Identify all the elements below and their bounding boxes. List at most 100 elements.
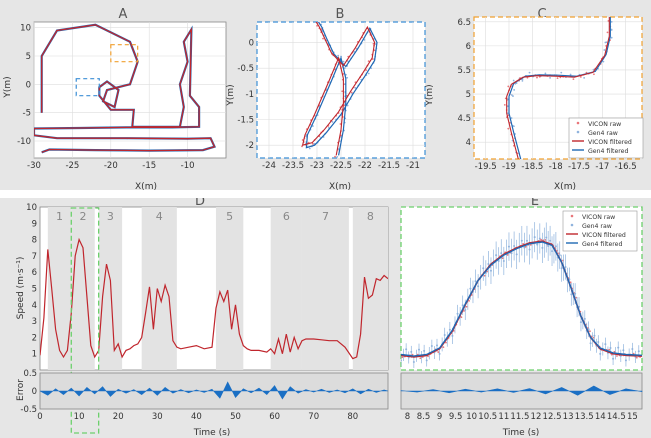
panel-e-gen4-raw-point	[541, 246, 544, 249]
panel-b-gen4-raw-point	[363, 38, 366, 41]
panel-e-gen4-raw-point	[631, 347, 634, 350]
panel-d-segment-label: 6	[283, 210, 290, 223]
panel-b-xlabel: X(m)	[329, 182, 351, 192]
panel-e-gen4-raw-point	[617, 346, 620, 349]
panel-c-gen4-raw-point	[512, 79, 515, 82]
panel-b-x-tick-label: -24	[262, 161, 276, 171]
panel-e-gen4-raw-point	[401, 359, 402, 362]
panel-e-gen4-raw-point	[622, 349, 625, 352]
panel-b-vicon-raw-point	[311, 142, 314, 145]
panel-e-x-tick-label: 13	[563, 412, 574, 422]
panel-e-vicon-raw-point	[635, 356, 638, 359]
panel-d-segment-7	[301, 207, 349, 370]
panel-a-vicon-trace	[34, 24, 216, 153]
panel-b: B X(m) Y(m) -24 -23.5 -23 -22.5 -22 -21.5 -21 -…	[226, 7, 426, 192]
panel-e-gen4-raw-point	[448, 328, 451, 331]
panel-d-zoom-box-e	[70, 207, 100, 434]
panel-c-vicon-raw-point	[556, 77, 559, 80]
panel-a-y-tick-label: 10	[20, 24, 31, 34]
panel-b-x-tick-label: -23.5	[282, 161, 304, 171]
panel-e-gen4-raw-point	[507, 245, 510, 248]
panel-e-x-tick-label: 13.5	[575, 412, 594, 422]
panel-b-gen4-raw-point	[308, 147, 311, 150]
panel-e-gen4-raw-point	[574, 292, 577, 295]
panel-b-vicon-raw-point	[322, 37, 324, 40]
panel-d-x-tick-label: 30	[152, 412, 163, 422]
panel-c-legend-label: Gen4 filtered	[588, 148, 628, 155]
panel-c-gen4-raw-point	[515, 82, 518, 84]
panel-e-gen4-raw-point	[502, 259, 505, 262]
panel-a: A X(m) Y(m) -30 -25 -20 -15 -10 -10 -5 0 5 10	[3, 7, 227, 192]
panel-e-vicon-raw-point	[460, 316, 463, 319]
panel-c-gen4-raw-point	[569, 73, 572, 76]
panel-d-y-tick-label: 8	[32, 236, 37, 246]
panel-e-gen4-raw-point	[515, 253, 518, 256]
panel-c-vicon-raw-point	[579, 76, 582, 78]
panel-d-y-tick-label: 6	[32, 268, 37, 278]
panel-e-title: E	[531, 194, 539, 209]
panel-e-gen4-raw-point	[500, 252, 503, 255]
panel-c-xlabel: X(m)	[554, 182, 576, 192]
panel-e-vicon-raw-point	[442, 346, 445, 349]
panel-c-ylabel: Y(m)	[425, 84, 435, 106]
panel-d-segment-5	[215, 207, 244, 370]
panel-e-vicon-raw-point	[401, 356, 404, 359]
panel-e-legend-label: VICON filtered	[582, 232, 626, 239]
panel-e-vicon-raw-point	[589, 330, 591, 333]
panel-b-gen4-raw-point	[339, 136, 342, 138]
panel-d-segment-4	[141, 207, 177, 370]
panel-c-gen4-raw-point	[521, 80, 524, 82]
panel-e-x-tick-label: 11	[498, 412, 509, 422]
panel-c-traces	[503, 17, 613, 159]
panel-e-gen4-raw-point	[438, 352, 441, 355]
panel-c-vicon-raw-point	[536, 76, 538, 79]
panel-b-x-tick-label: -22.5	[330, 161, 352, 171]
panel-a-traces	[34, 23, 217, 154]
panel-c-vicon-filtered-line	[506, 17, 610, 159]
panel-b-traces	[301, 22, 378, 158]
panel-c-gen4-filtered-line	[508, 17, 611, 159]
panel-d-y-tick-label: 3	[32, 317, 37, 327]
panel-d-y-tick-label: 5	[32, 285, 37, 295]
panel-a-ylabel: Y(m)	[3, 76, 13, 98]
panel-b-y-tick-label: 0	[249, 39, 254, 49]
panel-e-x-tick-label: 11.5	[510, 412, 529, 422]
panel-e-gen4-raw-point	[456, 312, 459, 315]
panel-e-traces	[401, 222, 642, 369]
panel-e-gen4-raw-point	[547, 244, 550, 247]
panel-b-gen4-raw-point	[343, 67, 346, 70]
panel-c-y-tick-label: 6	[466, 42, 471, 52]
panel-c-gen4-raw-point	[549, 76, 551, 79]
panel-b-y-tick-label: -1	[246, 90, 254, 100]
panel-d-y-tick-label: 9	[32, 219, 37, 229]
panel-e-gen4-raw-point	[405, 348, 408, 351]
panel-b-gen4-raw-point	[346, 76, 349, 79]
panel-b-vicon-raw-point	[334, 155, 336, 158]
panel-e-gen4-raw-point	[443, 333, 446, 336]
panel-c-y-tick-label: 5	[466, 90, 471, 100]
panel-b-x-tick-label: -23	[310, 161, 324, 171]
panel-d-y-tick-label: 2	[32, 333, 37, 343]
panel-d-error-tick-label: -0.5	[20, 405, 37, 415]
panel-d-x-tick-label: 80	[347, 412, 358, 422]
panel-e-vicon-raw-point	[569, 281, 572, 284]
panel-b-y-tick-label: -1.5	[237, 116, 254, 126]
panel-b-vicon-filtered-line	[301, 22, 376, 156]
panel-e-gen4-raw-point	[589, 342, 592, 345]
panel-e-vicon-raw-point	[632, 352, 635, 355]
panel-e-x-tick-label: 14	[595, 412, 606, 422]
panel-d-error-label: Error	[16, 379, 26, 401]
panel-e-legend-marker	[570, 214, 574, 218]
panel-d-segment-label: 3	[107, 210, 114, 223]
panel-e-x-tick-label: 10	[466, 412, 477, 422]
panel-e-gen4-raw-point	[489, 269, 492, 272]
panel-d-y-tick-label: 4	[32, 301, 37, 311]
panel-d: D Time (s) Speed (m·s⁻¹) Error 1 2 3 4 5 6 7 8 9…	[16, 194, 389, 438]
panel-e-gen4-raw-point	[538, 237, 541, 240]
panel-e-gen4-raw-point	[558, 254, 561, 257]
panel-e-gen4-raw-point	[570, 293, 573, 296]
panel-c-y-tick-label: 4	[466, 138, 471, 148]
panel-b-gen4-raw-point	[346, 104, 349, 107]
panel-e-gen4-raw-point	[461, 304, 464, 307]
panel-d-traces: 1 2 3 4 5 6 7 8	[40, 207, 388, 370]
